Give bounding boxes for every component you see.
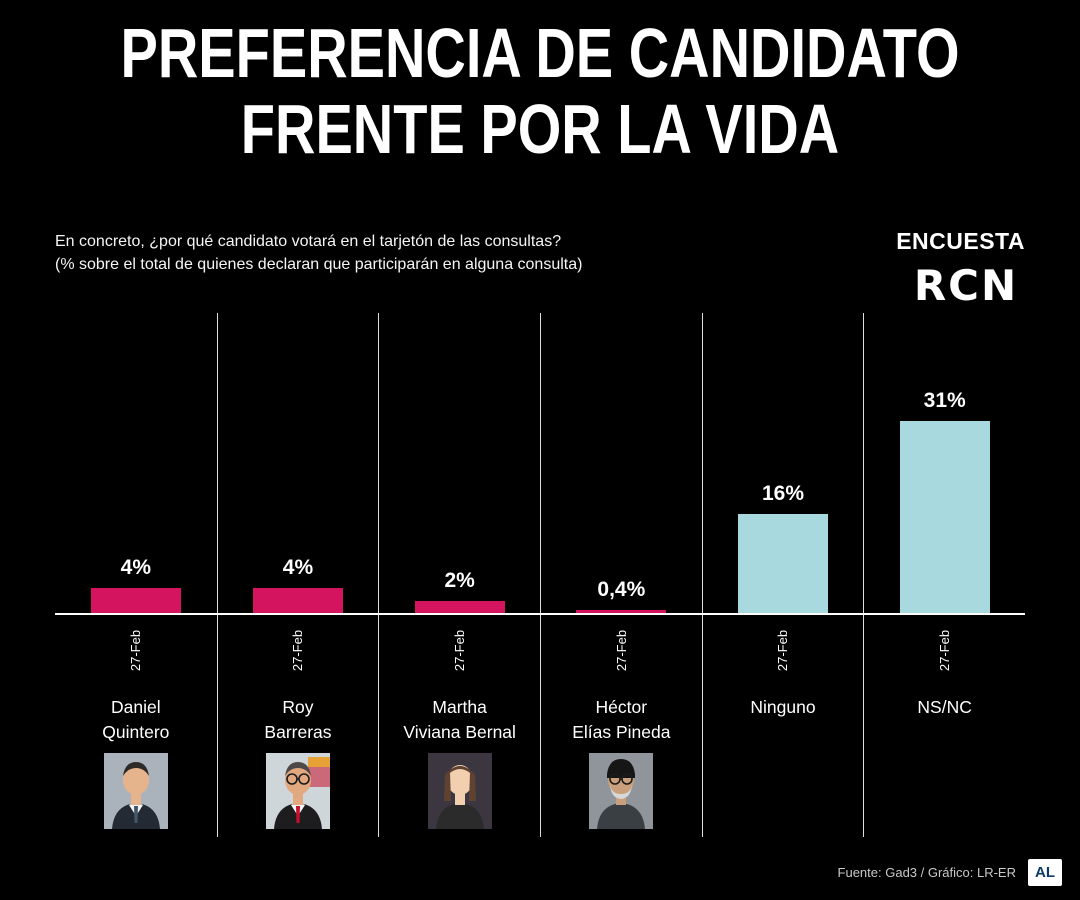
al-logo: AL (1028, 859, 1062, 886)
chart-subtitle: En concreto, ¿por qué candidato votará e… (55, 230, 582, 276)
chart-column: 16% 27-Feb Ninguno (701, 313, 864, 837)
page-title-line1: PREFERENCIA DE CANDIDATO (120, 14, 960, 92)
rcn-logo: RCN (907, 259, 1025, 309)
chart-column: 31% 27-Feb NS/NC (863, 313, 1025, 837)
bar-value-label: 2% (444, 569, 475, 592)
bar (576, 610, 667, 613)
category-label: NS/NC (864, 695, 1025, 720)
x-tick-label: 27-Feb (55, 621, 217, 679)
bar (414, 601, 505, 613)
category-label-line: Viviana Bernal (403, 721, 516, 742)
x-tick-text: 27-Feb (613, 629, 629, 671)
chart-column: 4% 27-Feb Roy Barreras (216, 313, 379, 837)
encuesta-label: ENCUESTA (896, 228, 1025, 254)
bar (737, 514, 828, 613)
footer: Fuente: Gad3 / Gráfico: LR-ER AL (838, 859, 1062, 886)
chart-column: 4% 27-Feb Daniel Quintero (55, 313, 217, 837)
bar-value-label: 16% (761, 482, 804, 505)
category-label: Roy Barreras (218, 695, 379, 744)
x-axis-line (55, 613, 1025, 615)
x-tick-label: 27-Feb (218, 621, 379, 679)
bar (90, 588, 181, 613)
chart-column: 0,4% 27-Feb Héctor Elías Pineda (540, 313, 702, 837)
bar-value-label: 4% (120, 556, 151, 579)
x-tick-text: 27-Feb (128, 629, 144, 671)
page-title: PREFERENCIA DE CANDIDATO FRENTE POR LA V… (108, 14, 972, 168)
category-label-line: Ninguno (750, 697, 816, 717)
category-label: Héctor Elías Pineda (541, 695, 702, 744)
x-tick-label: 27-Feb (379, 621, 540, 679)
x-tick-text: 27-Feb (452, 629, 468, 671)
candidate-photo (427, 753, 492, 829)
bar (899, 421, 990, 613)
candidate-photo (103, 753, 168, 829)
bar-chart: 4% 27-Feb Daniel Quintero 4% 27-Feb Roy Barrera… (55, 313, 1025, 837)
x-tick-label: 27-Feb (864, 621, 1025, 679)
chart-column: 2% 27-Feb Martha Viviana Bernal (378, 313, 540, 837)
category-label-line: NS/NC (917, 697, 972, 717)
subtitle-question: En concreto, ¿por qué candidato votará e… (55, 233, 562, 250)
rcn-logo-text: RCN (914, 261, 1018, 309)
category-label-line: Daniel (111, 697, 161, 717)
candidate-photo (589, 753, 654, 829)
branding-block: ENCUESTA RCN (896, 228, 1025, 314)
candidate-photo (265, 753, 330, 829)
x-tick-text: 27-Feb (775, 629, 791, 671)
subtitle-note: (% sobre el total de quienes declaran qu… (55, 256, 583, 274)
x-tick-text: 27-Feb (937, 629, 953, 671)
source-credit: Fuente: Gad3 / Gráfico: LR-ER (837, 865, 1016, 880)
bar-value-label: 0,4% (597, 578, 646, 601)
category-label: Ninguno (703, 695, 864, 720)
bar-value-label: 4% (282, 556, 314, 579)
x-tick-label: 27-Feb (541, 621, 702, 679)
page-title-line2: FRENTE POR LA VIDA (240, 89, 840, 168)
category-label: Martha Viviana Bernal (379, 695, 540, 744)
category-label: Daniel Quintero (55, 695, 217, 744)
category-label-line: Barreras (264, 721, 332, 742)
x-tick-text: 27-Feb (290, 629, 306, 671)
category-label-line: Martha (432, 697, 487, 717)
x-tick-label: 27-Feb (703, 621, 864, 679)
bar-value-label: 31% (923, 389, 966, 412)
category-label-line: Héctor (595, 697, 648, 717)
category-label-line: Quintero (102, 721, 170, 742)
category-label-line: Roy (282, 697, 314, 717)
bar (252, 588, 343, 613)
category-label-line: Elías Pineda (572, 721, 671, 742)
